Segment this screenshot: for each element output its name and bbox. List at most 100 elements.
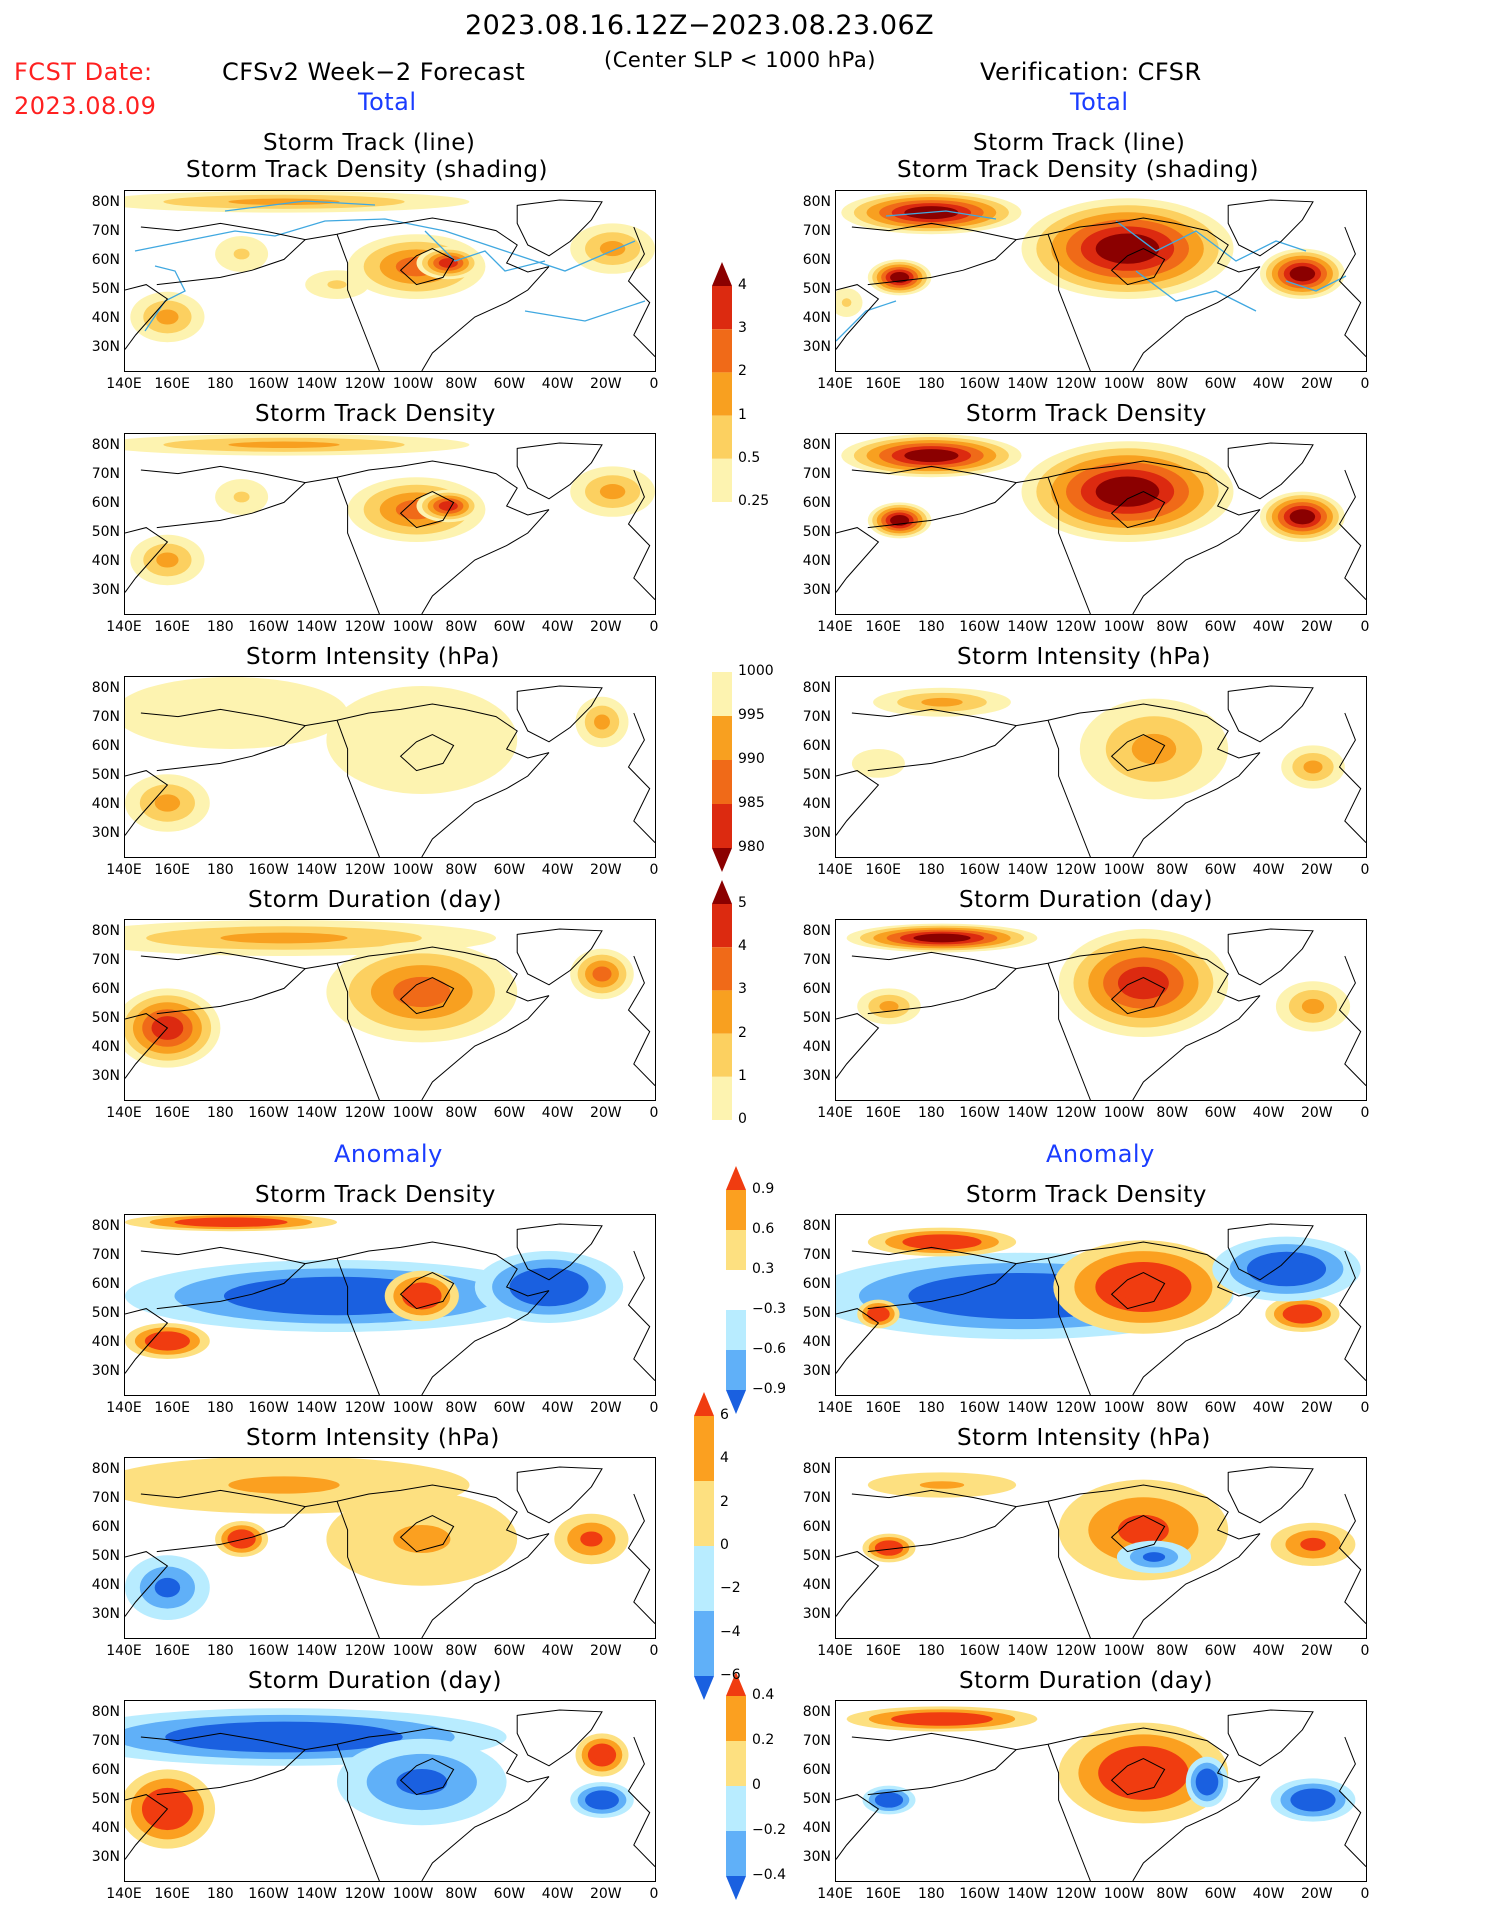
coastline bbox=[156, 482, 306, 529]
lon-tick-label: 160E bbox=[865, 862, 901, 878]
coastline bbox=[125, 770, 169, 836]
lon-tick-label: 140W bbox=[1007, 1643, 1049, 1659]
lat-tick-label: 40N bbox=[91, 553, 120, 569]
coastline bbox=[140, 460, 550, 516]
lon-tick-label: 120W bbox=[344, 619, 386, 635]
lon-tick-label: 160E bbox=[154, 1886, 190, 1902]
lat-tick-label: 40N bbox=[91, 796, 120, 812]
lat-tick-label: 80N bbox=[91, 923, 120, 939]
coastline bbox=[836, 1794, 880, 1860]
lat-tick-label: 50N bbox=[91, 1548, 120, 1564]
coastline bbox=[1047, 963, 1091, 1100]
lon-tick-label: 140E bbox=[817, 376, 853, 392]
lat-tick-label: 40N bbox=[802, 796, 831, 812]
lat-tick-label: 50N bbox=[91, 767, 120, 783]
lon-tick-label: 160W bbox=[248, 862, 289, 878]
lon-tick-label: 140E bbox=[817, 1643, 853, 1659]
title-track-line-right: Storm Track (line) bbox=[973, 130, 1186, 156]
lon-tick-label: 160E bbox=[865, 1643, 901, 1659]
map-canvas bbox=[836, 191, 1366, 371]
coastline bbox=[140, 217, 550, 273]
lon-tick-label: 0 bbox=[1360, 1886, 1370, 1902]
colorbar-label: 0.2 bbox=[752, 1732, 775, 1748]
lon-tick-label: 100W bbox=[1103, 619, 1145, 635]
lon-tick-label: 100W bbox=[392, 1643, 434, 1659]
field-contour bbox=[881, 1795, 897, 1805]
colorbar-duration-total bbox=[712, 880, 732, 1120]
coastline bbox=[1132, 1290, 1261, 1395]
lon-tick-label: 20W bbox=[589, 619, 622, 635]
field-contour bbox=[1264, 1259, 1309, 1279]
lon-tick-label: 40W bbox=[541, 619, 574, 635]
colorbar-label: 0 bbox=[738, 1111, 747, 1127]
lon-tick-label: 80W bbox=[445, 1886, 478, 1902]
coastline bbox=[1227, 1709, 1314, 1767]
lon-tick-label: 160W bbox=[959, 1886, 1000, 1902]
lon-tick-label: 60W bbox=[1204, 1400, 1237, 1416]
lat-tick-label: 70N bbox=[802, 223, 831, 239]
coastline bbox=[421, 509, 550, 614]
lon-tick-label: 180 bbox=[206, 619, 234, 635]
verification-label: Verification: CFSR bbox=[980, 58, 1202, 86]
lon-tick-label: 120W bbox=[1055, 1643, 1097, 1659]
coastline bbox=[336, 963, 380, 1100]
colorbar-swatch bbox=[694, 1676, 714, 1700]
title-intensity-left: Storm Intensity (hPa) bbox=[246, 644, 500, 670]
field-contour bbox=[913, 1715, 971, 1723]
lon-tick-label: 140W bbox=[1007, 1105, 1049, 1121]
lat-tick-label: 80N bbox=[91, 1461, 120, 1477]
coastline bbox=[399, 248, 455, 286]
lat-tick-label: 50N bbox=[802, 1791, 831, 1807]
map-duration-verification bbox=[835, 919, 1367, 1101]
map-canvas bbox=[836, 434, 1366, 614]
section-anomaly-right: Anomaly bbox=[1046, 1140, 1155, 1168]
lon-tick-label: 160W bbox=[248, 1105, 289, 1121]
lon-tick-label: 120W bbox=[1055, 1400, 1097, 1416]
lon-tick-label: 160E bbox=[154, 1643, 190, 1659]
colorbar-canvas bbox=[726, 1672, 746, 1900]
colorbar-label: 4 bbox=[738, 938, 747, 955]
lon-tick-label: 160W bbox=[959, 1105, 1000, 1121]
lon-tick-label: 160W bbox=[959, 1643, 1000, 1659]
lat-tick-label: 80N bbox=[91, 1218, 120, 1234]
coastline bbox=[336, 1744, 380, 1881]
coastline bbox=[399, 1515, 455, 1553]
lat-tick-label: 60N bbox=[91, 981, 120, 997]
lon-tick-label: 120W bbox=[1055, 619, 1097, 635]
field-contour bbox=[841, 298, 852, 307]
colorbar-label: 3 bbox=[738, 981, 747, 998]
storm-track-line bbox=[836, 300, 897, 342]
map-duration-forecast bbox=[124, 919, 656, 1101]
lon-tick-label: 100W bbox=[1103, 1886, 1145, 1902]
lat-tick-label: 80N bbox=[91, 680, 120, 696]
coastline bbox=[156, 1263, 306, 1310]
coastline bbox=[516, 685, 603, 743]
colorbar-swatch bbox=[726, 1741, 746, 1786]
coastline bbox=[1338, 1250, 1366, 1381]
lat-tick-label: 80N bbox=[802, 923, 831, 939]
lat-tick-label: 60N bbox=[91, 252, 120, 268]
fcst-date: 2023.08.09 bbox=[14, 92, 157, 120]
lon-tick-label: 40W bbox=[1252, 1400, 1285, 1416]
lon-tick-label: 20W bbox=[1300, 1643, 1333, 1659]
lat-tick-label: 80N bbox=[802, 1218, 831, 1234]
storm-track-line bbox=[885, 210, 997, 220]
colorbar-label: 0 bbox=[720, 1537, 729, 1553]
lat-tick-label: 40N bbox=[802, 553, 831, 569]
field-contour bbox=[273, 1285, 401, 1307]
lon-tick-label: 160W bbox=[248, 1643, 289, 1659]
lon-tick-label: 160W bbox=[959, 619, 1000, 635]
lat-tick-label: 60N bbox=[802, 981, 831, 997]
coastline bbox=[1047, 1258, 1091, 1395]
coastline bbox=[399, 1758, 455, 1796]
field-contour bbox=[1303, 760, 1323, 774]
colorbar-swatch bbox=[712, 848, 732, 872]
lat-tick-label: 60N bbox=[802, 738, 831, 754]
fcst-date-label: FCST Date: bbox=[14, 58, 153, 86]
colorbar-label: 0.3 bbox=[752, 1261, 775, 1277]
lat-tick-label: 60N bbox=[91, 1519, 120, 1535]
lon-tick-label: 160W bbox=[248, 376, 289, 392]
lat-tick-label: 30N bbox=[91, 582, 120, 598]
colorbar-label: 0.6 bbox=[752, 1221, 775, 1237]
field-contour bbox=[599, 241, 626, 257]
